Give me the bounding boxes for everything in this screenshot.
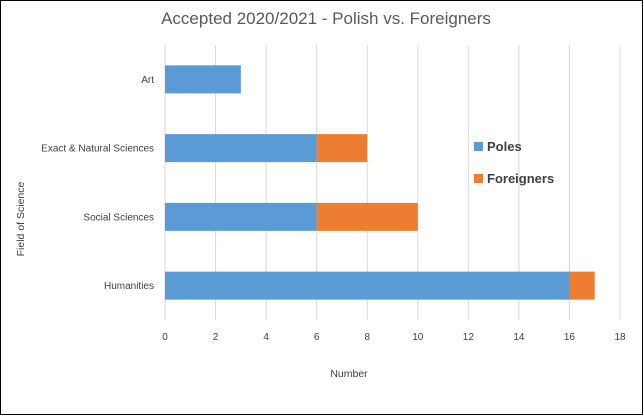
x-tick-label: 6 [314, 332, 320, 343]
y-axis-label: Field of Science [15, 181, 27, 256]
bar-poles [165, 65, 241, 94]
legend-swatch [474, 142, 483, 151]
category-label: Social Sciences [83, 212, 154, 223]
x-tick-label: 2 [213, 332, 219, 343]
legend-label: Poles [487, 139, 522, 154]
category-labels: Art Exact & Natural Sciences Social Scienc… [41, 75, 154, 292]
bar-poles [165, 202, 317, 231]
bar-foreigners [569, 271, 595, 300]
x-axis-label: Number [330, 368, 368, 380]
x-tick-label: 12 [463, 332, 475, 343]
x-tick-label: 4 [263, 332, 269, 343]
x-tick-label: 0 [162, 332, 168, 343]
category-label: Art [141, 75, 154, 86]
bar-poles [165, 271, 570, 300]
bar-poles [165, 134, 317, 163]
legend: Poles Foreigners [474, 139, 554, 186]
bar-foreigners [316, 134, 368, 163]
legend-label: Foreigners [487, 171, 554, 186]
bars [165, 65, 595, 300]
bar-foreigners [316, 202, 418, 231]
x-tick-label: 16 [564, 332, 576, 343]
x-tick-labels: 0 2 4 6 8 10 12 14 16 18 [162, 332, 626, 343]
x-tick-label: 8 [364, 332, 370, 343]
x-tick-label: 18 [614, 332, 626, 343]
category-label: Exact & Natural Sciences [41, 144, 154, 155]
chart-title: Accepted 2020/2021 - Polish vs. Foreigne… [161, 9, 491, 28]
x-tick-label: 14 [513, 332, 525, 343]
x-tick-label: 10 [412, 332, 424, 343]
category-label: Humanities [104, 281, 154, 292]
legend-swatch [474, 174, 483, 183]
